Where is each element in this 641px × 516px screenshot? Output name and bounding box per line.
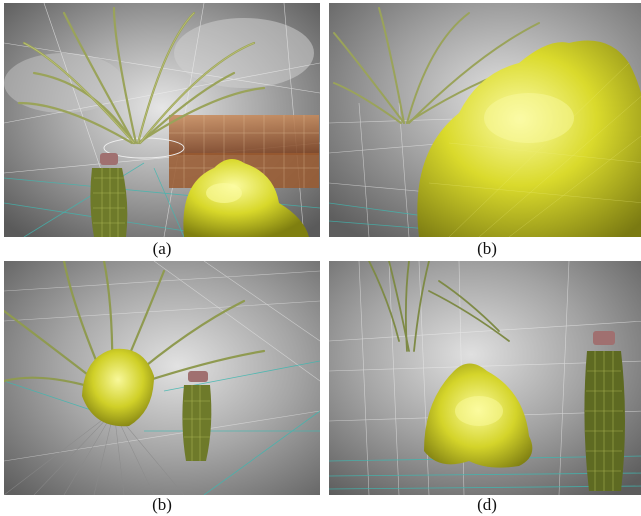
plant-leaf-detail (23, 12, 255, 144)
panel-caption-b: (b) (477, 239, 497, 258)
panel-caption-c: (b) (152, 495, 172, 514)
bottle (90, 153, 128, 237)
panel-caption-a: (a) (152, 239, 172, 258)
bubble-highlight (455, 396, 503, 426)
bubble-object (82, 348, 154, 427)
scene-b-image (329, 3, 641, 237)
sky-background (4, 261, 320, 495)
scene-d-image (329, 261, 641, 495)
render-panel-c (4, 261, 320, 495)
scene-c-image (4, 261, 320, 495)
bubble-object (417, 40, 641, 237)
render-panel-a (4, 3, 320, 237)
render-panel-d (329, 261, 641, 495)
bubble-highlight (206, 183, 242, 203)
bubble-mesh (428, 62, 641, 237)
render-panel-b (329, 3, 641, 237)
bubble-object (183, 159, 309, 237)
bottle (182, 371, 212, 461)
panel-caption-d: (d) (477, 495, 497, 514)
plant-leaves (368, 261, 510, 352)
bubble-highlight (484, 93, 574, 143)
wireframe-mesh (4, 261, 320, 462)
bottle (584, 331, 625, 491)
scene-a-image (4, 3, 320, 237)
